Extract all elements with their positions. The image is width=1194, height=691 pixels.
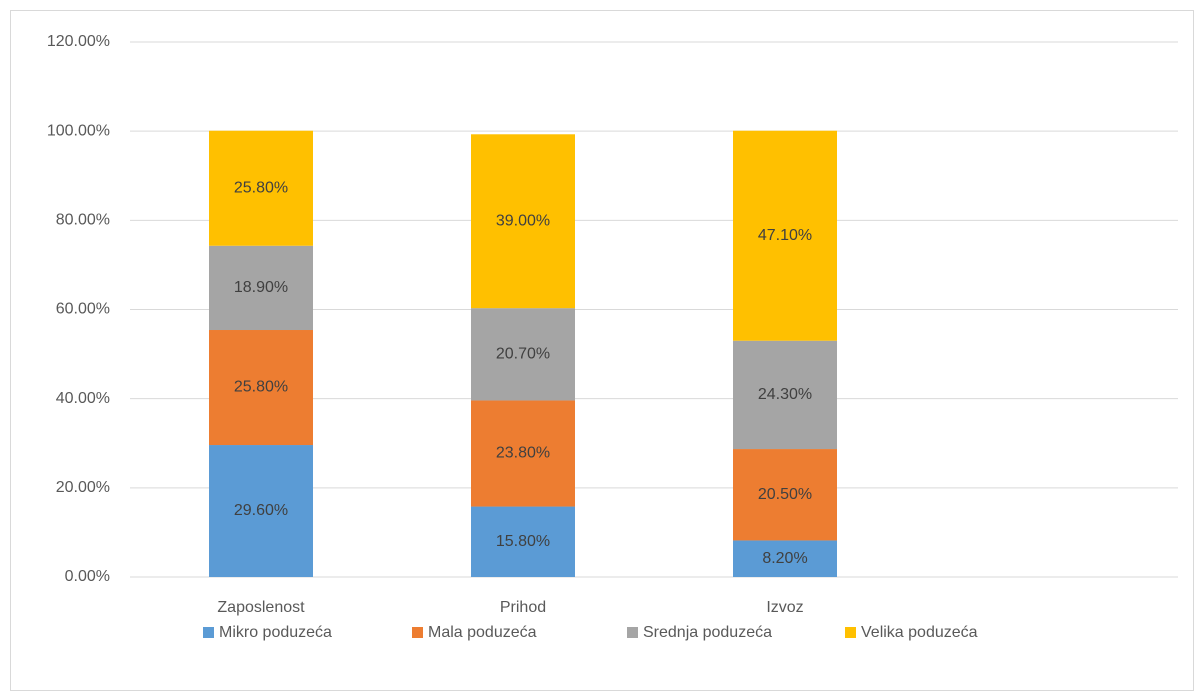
bar-segment (471, 308, 575, 401)
legend-label: Mikro poduzeća (219, 624, 332, 641)
chart-frame (10, 10, 1194, 691)
bar-segment (471, 400, 575, 507)
legend-label: Mala poduzeća (428, 624, 537, 641)
data-label: 8.20% (762, 550, 807, 567)
y-tick-label: 120.00% (47, 33, 110, 50)
x-tick-label: Izvoz (766, 599, 803, 616)
y-tick-label: 20.00% (56, 479, 110, 496)
legend-swatch (627, 627, 638, 638)
bar-segment (209, 245, 313, 331)
bar-segment (733, 540, 837, 577)
data-label: 20.50% (758, 486, 812, 503)
bar-segment (209, 445, 313, 577)
legend-swatch (845, 627, 856, 638)
data-label: 18.90% (234, 279, 288, 296)
x-tick-label: Zaposlenost (217, 599, 305, 616)
legend-label: Srednja poduzeća (643, 624, 772, 641)
x-tick-label: Prihod (500, 599, 546, 616)
legend-label: Velika poduzeća (861, 624, 978, 641)
bar-segment (733, 449, 837, 541)
y-tick-label: 60.00% (56, 301, 110, 318)
data-label: 25.80% (234, 379, 288, 396)
y-tick-label: 100.00% (47, 122, 110, 139)
bar-segment (209, 330, 313, 446)
data-label: 15.80% (496, 533, 550, 550)
y-tick-label: 40.00% (56, 390, 110, 407)
data-label: 23.80% (496, 445, 550, 462)
bar-segment (209, 130, 313, 246)
data-label: 20.70% (496, 346, 550, 363)
y-tick-label: 80.00% (56, 212, 110, 229)
legend-swatch (412, 627, 423, 638)
bar-segment (733, 340, 837, 450)
data-label: 47.10% (758, 227, 812, 244)
data-label: 25.80% (234, 179, 288, 196)
y-tick-label: 0.00% (65, 568, 110, 585)
data-label: 29.60% (234, 502, 288, 519)
data-label: 24.30% (758, 386, 812, 403)
bar-segment (471, 134, 575, 309)
legend-swatch (203, 627, 214, 638)
bar-segment (471, 506, 575, 577)
data-label: 39.00% (496, 212, 550, 229)
bar-segment (733, 130, 837, 341)
